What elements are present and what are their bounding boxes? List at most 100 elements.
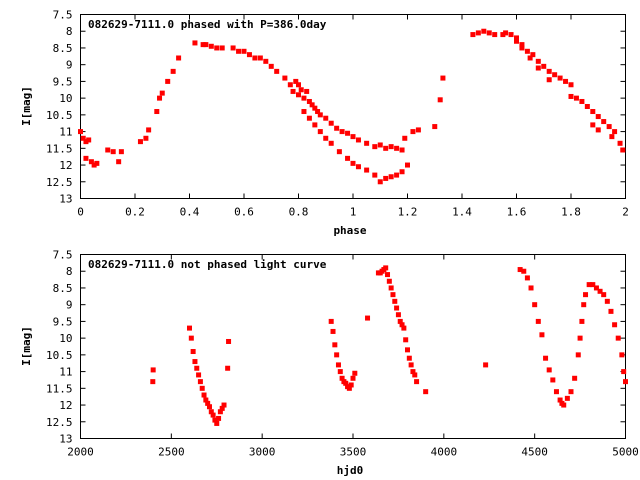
phased-data-point [584, 104, 590, 109]
phased-x-tick-label: 0.8 [289, 206, 309, 219]
unphased-data-point [196, 372, 202, 378]
unphased-data-points [150, 265, 628, 426]
unphased-data-point [575, 352, 581, 358]
phased-data-point [287, 82, 293, 88]
phased-data-point [527, 55, 533, 61]
phased-data-point [620, 147, 626, 153]
unphased-x-tick-label: 3000 [249, 446, 276, 459]
unphased-data-point [619, 352, 625, 358]
phased-data-point [203, 42, 209, 48]
unphased-data-point [412, 372, 418, 378]
unphased-data-point [386, 278, 392, 284]
phased-data-point [609, 134, 615, 140]
phased-data-point [546, 77, 552, 83]
phased-plot-frame [80, 14, 626, 199]
phased-data-point [80, 135, 86, 141]
phased-data-point [514, 35, 519, 41]
unphased-data-point [205, 400, 211, 406]
unphased-data-point [621, 369, 627, 375]
unphased-data-point [365, 315, 371, 321]
phased-data-point [612, 129, 618, 135]
unphased-data-point [208, 409, 214, 415]
phased-data-point [159, 90, 165, 96]
unphased-data-point [150, 379, 156, 385]
phased-data-point [88, 159, 94, 165]
unphased-data-point [612, 322, 618, 328]
unphased-data-point [405, 347, 410, 353]
phased-data-point [78, 129, 83, 135]
unphased-data-point [192, 359, 198, 365]
phased-data-point [268, 63, 274, 69]
unphased-data-point [597, 288, 603, 294]
phased-data-point [568, 93, 574, 99]
unphased-data-point [414, 379, 420, 385]
unphased-data-point [330, 328, 336, 334]
phased-data-point [334, 125, 340, 131]
phased-data-point [486, 30, 492, 36]
phased-data-point [415, 127, 421, 133]
phased-light-curve-panel: 082629-7111.0 phased with P=386.0day pha… [20, 9, 629, 238]
unphased-y-tick-label: 9 [66, 299, 73, 312]
phased-data-point [170, 68, 176, 74]
unphased-data-point [392, 298, 398, 304]
phased-axis-ticks: 0 0.2 0.4 0.6 0.8 1 1.2 1.4 1.6 1.8 2 7.5 8 8.5 9 9.5 10… [46, 9, 629, 219]
unphased-light-curve-panel: 082629-7111.0 not phased light curve hjd… [20, 249, 639, 478]
unphased-y-tick-label: 11 [59, 366, 72, 379]
phased-data-point [508, 32, 514, 38]
unphased-data-point [524, 275, 530, 281]
phased-y-tick-label: 7.5 [53, 9, 73, 22]
phased-data-point [83, 139, 89, 145]
phased-x-tick-label: 0.6 [234, 206, 254, 219]
unphased-data-point [199, 385, 205, 391]
unphased-data-point [225, 365, 231, 371]
unphased-x-tick-label: 3500 [340, 446, 367, 459]
unphased-data-point [328, 318, 334, 324]
unphased-data-point [586, 282, 592, 288]
phased-y-tick-label: 11 [59, 126, 72, 139]
phased-data-point [157, 95, 163, 101]
unphased-data-point [350, 375, 356, 381]
phased-data-point [514, 38, 519, 44]
unphased-data-point [550, 377, 556, 383]
phased-data-point [200, 42, 206, 48]
phased-data-point [306, 115, 312, 121]
phased-data-point [230, 45, 236, 51]
phased-data-point [192, 40, 198, 46]
phased-data-point [590, 109, 596, 115]
unphased-data-point [221, 402, 227, 408]
unphased-y-tick-label: 10 [59, 332, 72, 345]
unphased-data-point [604, 298, 610, 304]
phased-data-point [304, 88, 310, 94]
unphased-data-point [335, 362, 341, 368]
phased-x-tick-label: 1.6 [507, 206, 527, 219]
phased-data-point [402, 135, 408, 141]
phased-y-tick-label: 13 [59, 193, 72, 206]
phased-data-point [503, 30, 509, 36]
unphased-y-tick-label: 8 [66, 265, 73, 278]
phased-data-point [437, 97, 443, 103]
unphased-data-point [583, 292, 589, 298]
phased-y-tick-label: 10 [59, 92, 72, 105]
phased-data-point [336, 149, 342, 155]
phased-data-point [214, 45, 220, 51]
phased-x-tick-label: 0.2 [125, 206, 145, 219]
phased-data-point [405, 162, 410, 168]
unphased-data-point [543, 355, 549, 361]
phased-data-point [519, 42, 525, 48]
phased-data-point [355, 164, 361, 170]
unphased-data-point [216, 415, 222, 421]
phased-data-point [241, 48, 247, 54]
unphased-data-point [572, 375, 578, 381]
phased-data-point [296, 92, 301, 98]
unphased-data-point [403, 337, 409, 343]
unphased-data-point [406, 355, 412, 361]
phased-data-point [568, 82, 574, 88]
phased-data-points [78, 28, 626, 185]
unphased-data-point [399, 322, 405, 328]
phased-data-point [383, 175, 389, 181]
unphased-y-tick-label: 9.5 [53, 315, 73, 328]
unphased-data-point [539, 332, 545, 338]
unphased-data-point [212, 417, 218, 423]
unphased-data-point [601, 292, 607, 298]
